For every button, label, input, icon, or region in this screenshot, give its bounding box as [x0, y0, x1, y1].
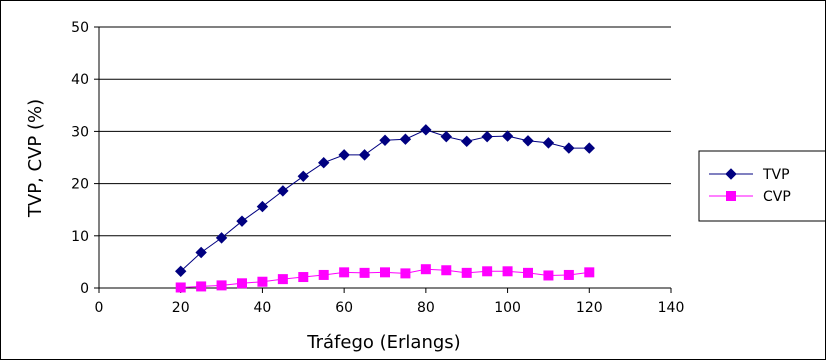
x-tick-label: 0	[95, 300, 104, 316]
legend-box	[698, 150, 825, 222]
data-point-tvp	[563, 142, 575, 154]
data-point-tvp	[583, 142, 595, 154]
y-tick-label: 50	[71, 20, 89, 36]
data-point-tvp	[440, 130, 452, 143]
data-point-tvp	[236, 215, 248, 227]
data-point-tvp	[542, 137, 555, 149]
y-tick-label: 10	[71, 229, 89, 245]
legend-marker-tvp	[725, 168, 737, 180]
data-point-cvp	[339, 267, 350, 278]
data-point-tvp	[461, 135, 473, 148]
data-point-tvp	[215, 232, 228, 244]
y-tick-label: 30	[71, 124, 89, 140]
data-point-cvp	[237, 278, 247, 289]
data-point-cvp	[461, 267, 472, 278]
y-axis-title: TVP, CVP (%)	[25, 99, 46, 218]
data-point-tvp	[338, 149, 350, 161]
data-point-cvp	[175, 282, 186, 293]
legend: TVP CVP	[698, 150, 825, 222]
legend-marker-cvp	[726, 191, 736, 201]
data-point-tvp	[358, 149, 371, 161]
data-point-cvp	[380, 267, 390, 278]
y-tick-label: 0	[80, 281, 89, 297]
data-point-cvp	[216, 280, 227, 291]
data-point-cvp	[257, 276, 268, 287]
x-tick-label: 120	[576, 300, 603, 316]
data-point-cvp	[196, 281, 207, 292]
series-cvp	[175, 264, 595, 293]
x-tick-label: 40	[254, 300, 272, 316]
data-point-tvp	[256, 200, 269, 213]
series-line-tvp	[180, 129, 590, 272]
x-tick-label: 60	[335, 300, 353, 316]
data-point-cvp	[400, 268, 411, 279]
data-point-cvp	[482, 266, 493, 277]
data-point-tvp	[175, 265, 187, 278]
data-point-cvp	[584, 267, 595, 278]
data-point-cvp	[543, 270, 554, 281]
tick-labels: 0 10 20 30 40 50 0 20 40 60 80 100 120 140	[71, 20, 684, 316]
data-point-tvp	[481, 130, 493, 143]
data-point-cvp	[502, 266, 513, 277]
data-point-cvp	[563, 269, 574, 280]
x-tick-label: 20	[172, 300, 190, 316]
data-point-tvp	[399, 133, 412, 145]
data-point-tvp	[522, 135, 534, 147]
data-point-cvp	[298, 272, 309, 283]
data-point-tvp	[277, 185, 289, 197]
gridlines	[99, 26, 671, 237]
x-tick-label: 80	[417, 300, 435, 316]
x-tick-label: 100	[494, 300, 521, 316]
series	[175, 124, 595, 293]
data-point-cvp	[441, 265, 452, 276]
data-point-tvp	[379, 134, 391, 146]
y-tick-label: 20	[71, 177, 89, 193]
x-tick-label: 140	[658, 300, 685, 316]
y-tick-label: 40	[71, 72, 89, 88]
axes	[94, 26, 672, 293]
data-point-tvp	[297, 170, 309, 182]
legend-label-cvp: CVP	[763, 189, 791, 205]
data-point-cvp	[318, 269, 329, 280]
x-axis-title: Tráfego (Erlangs)	[306, 332, 460, 353]
data-point-tvp	[195, 246, 207, 259]
data-point-tvp	[420, 124, 432, 136]
data-point-cvp	[420, 264, 431, 275]
series-tvp	[175, 124, 595, 278]
data-point-cvp	[359, 267, 370, 278]
data-point-cvp	[523, 267, 533, 278]
legend-label-tvp: TVP	[762, 167, 790, 183]
data-point-tvp	[318, 157, 330, 169]
data-point-tvp	[501, 130, 514, 142]
data-point-cvp	[277, 274, 288, 285]
